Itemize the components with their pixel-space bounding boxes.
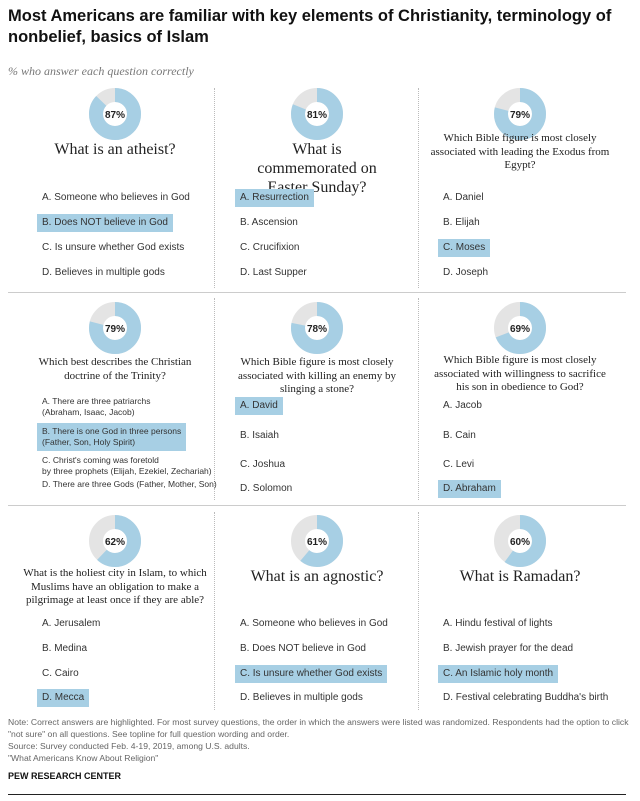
question-cell: 79% Which Bible figure is most closely as… xyxy=(420,0,620,801)
donut-value-label: 62% xyxy=(105,537,125,548)
donut-value-label: 81% xyxy=(307,110,327,121)
correct-answer: D. Mecca xyxy=(37,689,90,707)
donut-value-label: 61% xyxy=(307,537,327,548)
answer-option: C. Christ's coming was foretold by three… xyxy=(42,455,212,476)
answer-option: C. Crucifixion xyxy=(240,242,300,253)
donut-chart: 60% xyxy=(494,515,546,567)
bottom-rule xyxy=(8,794,626,795)
answer-option: A. Someone who believes in God xyxy=(42,192,190,203)
question-cell: 62% What is the holiest city in Islam, to… xyxy=(15,0,215,801)
donut-correct-slice xyxy=(89,515,141,567)
question-cell: 79% Which best describes the Christian do… xyxy=(15,0,217,801)
column-divider xyxy=(214,512,215,710)
correct-answer: D. Abraham xyxy=(438,480,501,498)
donut-chart: 81% xyxy=(291,88,343,140)
chart-title: Most Americans are familiar with key ele… xyxy=(8,7,612,46)
report-title: "What Americans Know About Religion" xyxy=(8,753,159,763)
question-text: What is an atheist? xyxy=(54,141,176,158)
answer-option: A. Jerusalem xyxy=(42,618,101,629)
column-divider xyxy=(214,88,215,288)
correct-answer: A. David xyxy=(235,397,283,415)
answer-option: B. Cain xyxy=(443,430,476,441)
note-text: Note: Correct answers are highlighted. F… xyxy=(8,717,629,739)
question-text: Which Bible figure is most closely assoc… xyxy=(238,356,396,395)
answer-option: C. Joshua xyxy=(240,459,286,470)
donut-chart: 79% xyxy=(89,302,141,354)
question-text: What is the holiest city in Islam, to wh… xyxy=(23,567,207,606)
question-text: Which best describes the Christian doctr… xyxy=(38,356,192,382)
question-cell: 78% Which Bible figure is most closely as… xyxy=(217,0,417,801)
question-cell: 69% Which Bible figure is most closely as… xyxy=(420,0,620,801)
donut-correct-slice xyxy=(291,515,343,567)
answer-option: A. Someone who believes in God xyxy=(240,618,388,629)
question-cell: 60% What is Ramadan? A. Hindu festival of … xyxy=(420,0,620,801)
answer-option: B. Elijah xyxy=(443,217,480,228)
answer-option: A. Daniel xyxy=(443,192,484,203)
answer-option: B. Medina xyxy=(42,643,88,654)
answer-option: A. Jacob xyxy=(443,400,482,411)
donut-correct-slice xyxy=(494,302,546,354)
question-cell: 87% What is an atheist? A. Someone who bel… xyxy=(15,0,215,801)
row-divider xyxy=(8,292,626,293)
answer-option: D. Festival celebrating Buddha's birth xyxy=(443,692,609,703)
column-divider xyxy=(418,298,419,500)
source-text: Source: Survey conducted Feb. 4-19, 2019… xyxy=(8,741,250,751)
donut-correct-slice xyxy=(291,88,343,140)
donut-chart: 78% xyxy=(291,302,343,354)
correct-answer: C. Moses xyxy=(438,239,491,257)
answer-option: A. There are three patriarchs (Abraham, … xyxy=(42,396,151,417)
donut-value-label: 78% xyxy=(307,324,327,335)
question-text: What is commemorated on Easter Sunday? xyxy=(257,141,377,196)
donut-chart: 69% xyxy=(494,302,546,354)
answer-option: D. Believes in multiple gods xyxy=(240,692,363,703)
answer-option: C. Cairo xyxy=(42,668,79,679)
donut-chart: 61% xyxy=(291,515,343,567)
column-divider xyxy=(418,88,419,288)
donut-value-label: 87% xyxy=(105,110,125,121)
donut-value-label: 79% xyxy=(105,324,125,335)
donut-value-label: 60% xyxy=(510,537,530,548)
answer-option: B. Jewish prayer for the dead xyxy=(443,643,574,654)
question-cell: 81% What is commemorated on Easter Sunday… xyxy=(217,0,417,801)
question-text: What is Ramadan? xyxy=(459,568,581,585)
answer-option: B. Isaiah xyxy=(240,430,279,441)
question-text: Which Bible figure is most closely assoc… xyxy=(434,354,606,393)
answer-option: B. Ascension xyxy=(240,217,298,228)
answer-option: B. Does NOT believe in God xyxy=(240,643,366,654)
correct-answer: B. There is one God in three persons (Fa… xyxy=(37,423,187,451)
footnote: Note: Correct answers are highlighted. F… xyxy=(8,716,630,764)
donut-value-label: 69% xyxy=(510,324,530,335)
correct-answer: C. An Islamic holy month xyxy=(438,665,559,683)
donut-chart: 62% xyxy=(89,515,141,567)
question-text: Which Bible figure is most closely assoc… xyxy=(430,132,610,171)
donut-correct-slice xyxy=(89,88,141,140)
chart-subtitle: % who answer each question correctly xyxy=(8,64,194,78)
donut-correct-slice xyxy=(494,515,546,567)
donut-chart: 79% xyxy=(494,88,546,140)
correct-answer: C. Is unsure whether God exists xyxy=(235,665,388,683)
column-divider xyxy=(418,512,419,710)
answer-option: D. Solomon xyxy=(240,483,293,494)
donut-correct-slice xyxy=(89,302,141,354)
answer-option: D. Believes in multiple gods xyxy=(42,267,165,278)
answer-option: A. Hindu festival of lights xyxy=(443,618,553,629)
correct-answer: A. Resurrection xyxy=(235,189,314,207)
question-text: What is an agnostic? xyxy=(250,568,384,585)
donut-chart: 87% xyxy=(89,88,141,140)
answer-option: C. Is unsure whether God exists xyxy=(42,242,185,253)
question-cell: 61% What is an agnostic? A. Someone who be… xyxy=(217,0,417,801)
answer-option: D. Joseph xyxy=(443,267,489,278)
pew-logo: PEW RESEARCH CENTER xyxy=(8,771,122,781)
answer-option: C. Levi xyxy=(443,459,475,470)
donut-correct-slice xyxy=(494,88,546,140)
correct-answer: B. Does NOT believe in God xyxy=(37,214,173,232)
column-divider xyxy=(214,298,215,500)
answer-option: D. Last Supper xyxy=(240,267,307,278)
answer-option: D. There are three Gods (Father, Mother,… xyxy=(42,479,217,489)
donut-correct-slice xyxy=(291,302,343,354)
donut-value-label: 79% xyxy=(510,110,530,121)
row-divider xyxy=(8,505,626,506)
